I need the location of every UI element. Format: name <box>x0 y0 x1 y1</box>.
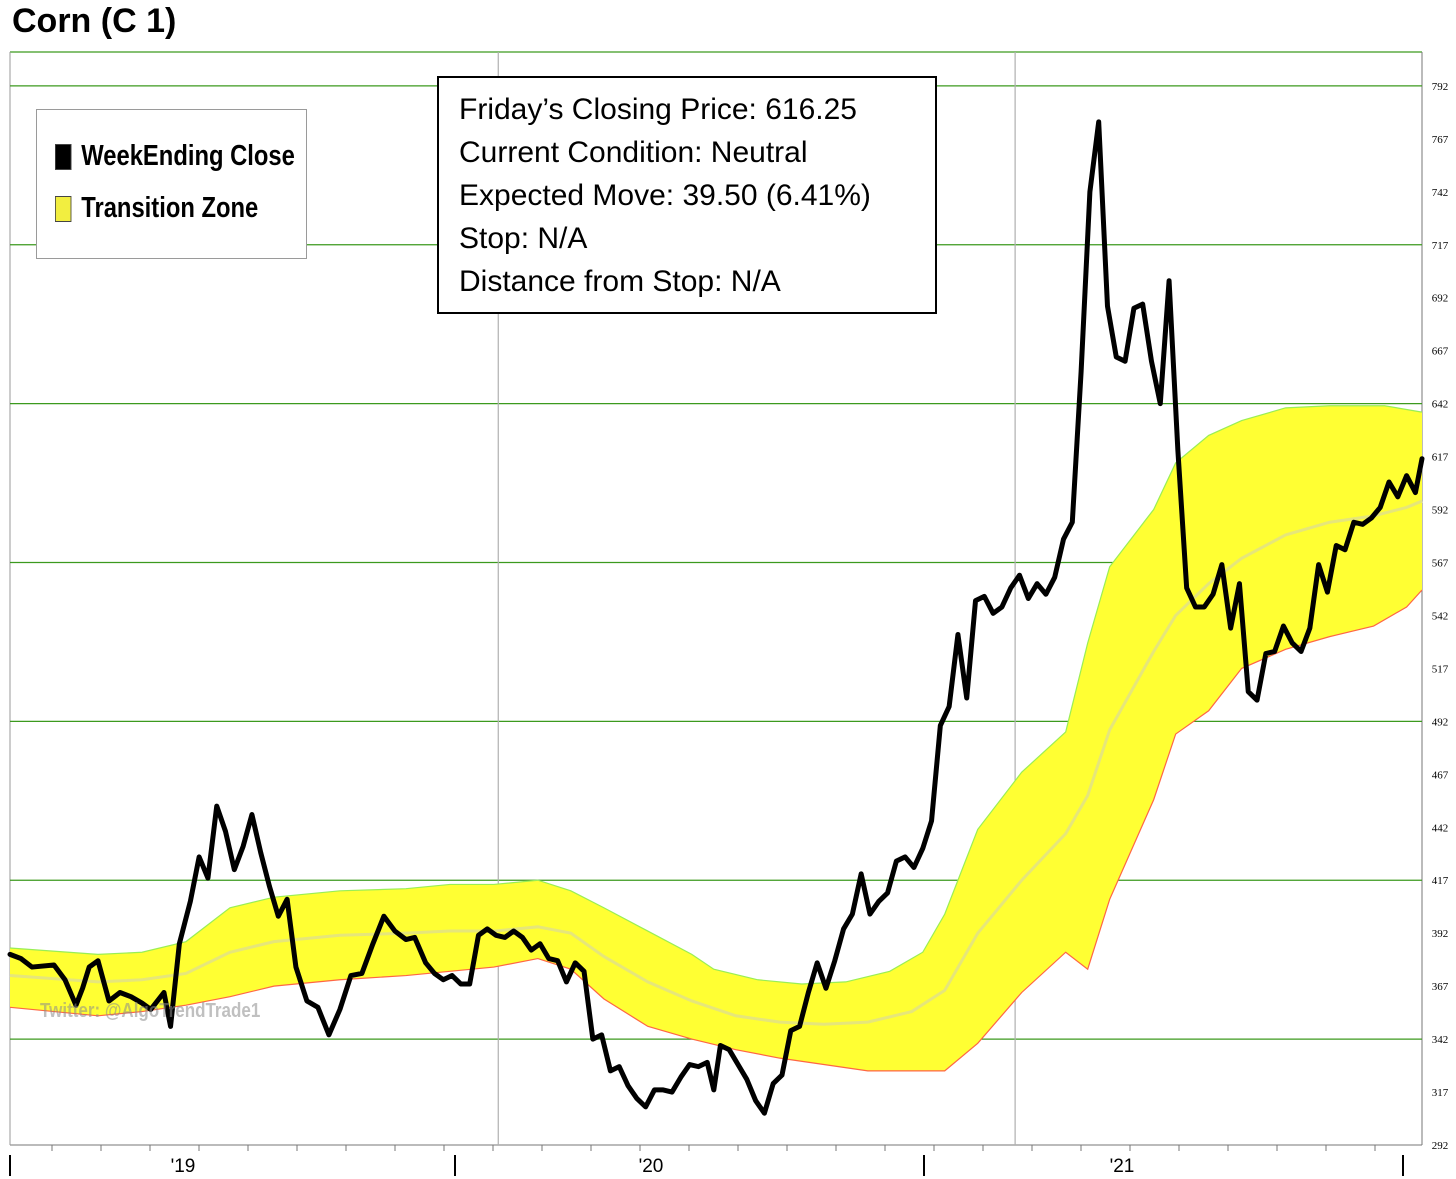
y-tick-label-717: 717 <box>1432 240 1449 252</box>
y-tick-label-542: 542 <box>1432 610 1449 622</box>
y-tick-label-317: 317 <box>1432 1087 1449 1099</box>
current-condition: Current Condition: Neutral <box>459 136 808 169</box>
y-tick-label-342: 342 <box>1432 1034 1449 1046</box>
y-tick-label-367: 367 <box>1432 981 1449 993</box>
zone-lower-line <box>9 589 1423 1072</box>
legend-label-zone: Transition Zone <box>81 192 259 224</box>
y-tick-label-417: 417 <box>1432 875 1449 887</box>
stop: Stop: N/A <box>459 222 588 255</box>
y-tick-label-642: 642 <box>1432 399 1449 411</box>
y-tick-label-617: 617 <box>1432 452 1449 464</box>
x-tick-label-2: '21 <box>1110 1156 1135 1177</box>
axis-layer: 292 317 342 367 392 417 442 467 492 517 542 567 592 6… <box>9 81 1449 1177</box>
legend: WeekEnding Close Transition Zone <box>36 109 307 259</box>
info-box: Friday’s Closing Price: 616.25 Current C… <box>437 76 937 314</box>
close-swatch-icon <box>55 143 72 170</box>
y-tick-label-592: 592 <box>1432 505 1449 517</box>
close-line-layer <box>7 119 1425 1116</box>
x-tick-label-0: '19 <box>171 1156 196 1177</box>
x-tick-label-1: '20 <box>639 1156 664 1177</box>
zone-upper-line <box>9 405 1423 985</box>
watermark: Twitter: @AlgoTrendTrade1 <box>40 1000 261 1022</box>
y-tick-label-292: 292 <box>1432 1140 1449 1152</box>
expected-move: Expected Move: 39.50 (6.41%) <box>459 179 871 212</box>
y-tick-label-517: 517 <box>1432 663 1449 675</box>
close-price-line <box>7 119 1425 1116</box>
y-tick-label-767: 767 <box>1432 134 1449 146</box>
zone-swatch-icon <box>55 195 72 222</box>
transition-zone-area <box>10 405 1422 1071</box>
y-tick-label-792: 792 <box>1432 81 1449 93</box>
y-tick-label-392: 392 <box>1432 928 1449 940</box>
distance-from-stop: Distance from Stop: N/A <box>459 265 781 298</box>
closing-price: Friday’s Closing Price: 616.25 <box>459 93 857 126</box>
y-tick-label-567: 567 <box>1432 557 1449 569</box>
y-tick-label-442: 442 <box>1432 822 1449 834</box>
legend-item-zone: Transition Zone <box>55 192 258 225</box>
y-tick-label-667: 667 <box>1432 346 1449 358</box>
chart-title: Corn (C 1) <box>12 2 177 40</box>
legend-item-close: WeekEnding Close <box>55 140 295 173</box>
y-tick-label-467: 467 <box>1432 769 1449 781</box>
legend-label-close: WeekEnding Close <box>81 140 295 172</box>
transition-zone <box>9 405 1423 1072</box>
y-tick-label-742: 742 <box>1432 187 1449 199</box>
y-tick-label-492: 492 <box>1432 716 1449 728</box>
y-tick-label-692: 692 <box>1432 293 1449 305</box>
